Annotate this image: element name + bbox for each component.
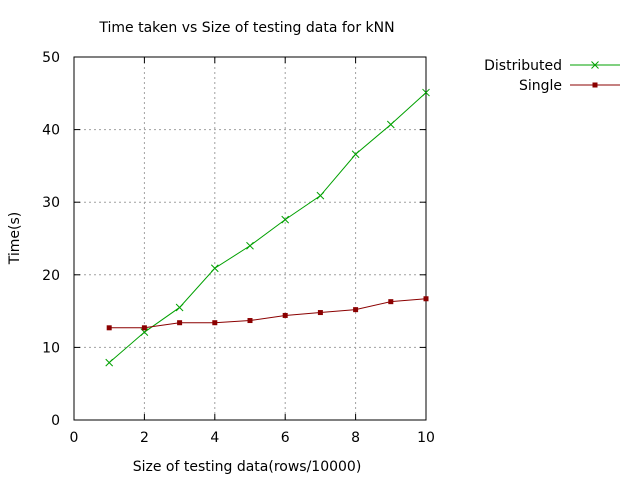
data-point-distributed xyxy=(281,215,290,224)
marker-stroke xyxy=(422,88,430,97)
legend-label-distributed: Distributed xyxy=(484,58,562,74)
marker-stroke xyxy=(105,358,114,367)
data-point-distributed xyxy=(386,120,395,129)
marker-stroke xyxy=(175,303,184,312)
data-point-distributed xyxy=(210,264,219,273)
x-tick-label: 2 xyxy=(140,430,149,446)
data-point-single xyxy=(212,320,218,326)
series-layer xyxy=(105,88,430,367)
data-point-distributed xyxy=(246,241,254,250)
data-point-distributed xyxy=(422,88,430,97)
series-single xyxy=(106,296,429,331)
y-axis-label: Time(s) xyxy=(7,212,23,265)
y-tick-label: 0 xyxy=(51,413,60,429)
legend-marker-single xyxy=(592,82,598,88)
marker-stroke xyxy=(316,191,325,200)
y-tick-label: 20 xyxy=(42,268,60,284)
legend-label-single: Single xyxy=(519,78,562,94)
y-tick-label: 50 xyxy=(42,50,60,66)
x-tick-label: 8 xyxy=(351,430,360,446)
marker-stroke xyxy=(591,61,599,69)
axis-ticks: 0 2 4 6 8 10 0 10 20 30 40 50 xyxy=(42,50,435,446)
data-point-single xyxy=(106,325,112,331)
x-tick-label: 10 xyxy=(417,430,435,446)
x-tick-label: 4 xyxy=(210,430,219,446)
data-point-distributed xyxy=(175,303,184,312)
data-point-distributed xyxy=(105,358,114,367)
x-axis-label: Size of testing data(rows/10000) xyxy=(133,459,362,475)
series-line-distributed xyxy=(108,92,427,364)
data-point-single xyxy=(282,312,288,318)
y-tick-label: 10 xyxy=(42,340,60,356)
marker-stroke xyxy=(210,264,219,273)
series-line-single xyxy=(109,298,427,329)
grid xyxy=(74,57,426,420)
marker-stroke xyxy=(386,120,395,129)
data-point-single xyxy=(177,320,183,326)
data-point-single xyxy=(388,299,394,305)
legend: Distributed Single xyxy=(484,58,620,94)
y-tick-label: 40 xyxy=(42,123,60,139)
data-point-single xyxy=(317,310,323,316)
series-distributed xyxy=(105,88,430,367)
plot-area xyxy=(73,56,427,421)
data-point-single xyxy=(247,318,253,324)
marker-stroke xyxy=(351,150,360,159)
x-tick-label: 0 xyxy=(70,430,79,446)
data-point-distributed xyxy=(351,150,360,159)
data-point-distributed xyxy=(316,191,325,200)
data-point-single xyxy=(423,296,429,302)
y-tick-label: 30 xyxy=(42,195,60,211)
legend-marker-distributed xyxy=(591,61,599,69)
marker-stroke xyxy=(281,215,290,224)
x-tick-label: 6 xyxy=(281,430,290,446)
chart-title: Time taken vs Size of testing data for k… xyxy=(98,20,394,36)
data-point-single xyxy=(141,325,147,331)
data-point-single xyxy=(353,307,359,313)
marker-stroke xyxy=(246,241,254,250)
